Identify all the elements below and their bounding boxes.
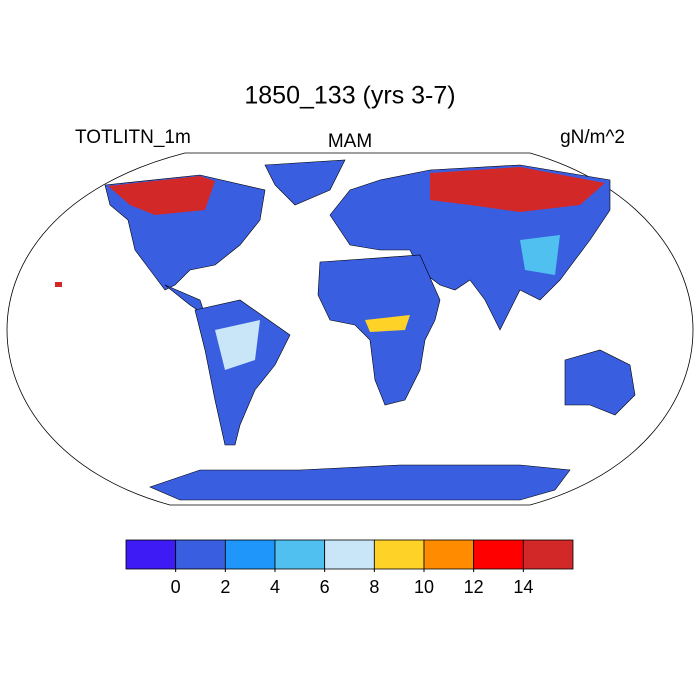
colorbar-box xyxy=(125,539,177,570)
mid-region xyxy=(365,315,410,332)
map xyxy=(6,152,694,506)
colorbar-box xyxy=(522,539,574,570)
high-values xyxy=(55,167,605,370)
mid-region xyxy=(520,235,560,275)
colorbar-tick-label: 14 xyxy=(513,577,533,597)
colorbar-box xyxy=(373,539,425,570)
colorbar-box xyxy=(324,539,375,570)
variable-label: TOTLITN_1m xyxy=(75,127,191,148)
mid-region xyxy=(215,320,260,370)
colorbar-tick-label: 8 xyxy=(369,577,379,597)
colorbar-box xyxy=(274,539,326,570)
map-title: 1850_133 (yrs 3-7) xyxy=(244,82,455,110)
colorbar-tick-label: 10 xyxy=(414,577,434,597)
colorbar-box xyxy=(473,539,524,570)
colorbar: 0 2 4 6 8 10 12 14 xyxy=(125,539,574,597)
colorbar-tick-label: 12 xyxy=(464,577,484,597)
colorbar-tick-label: 6 xyxy=(320,577,330,597)
australia xyxy=(564,349,636,416)
antarctica xyxy=(149,464,571,501)
colorbar-box xyxy=(224,539,276,570)
colorbar-tick-label: 0 xyxy=(171,577,181,597)
colorbar-box xyxy=(175,539,226,570)
high-region xyxy=(108,176,215,215)
season-label: MAM xyxy=(328,131,372,152)
greenland xyxy=(264,159,346,206)
colorbar-tick-label: 4 xyxy=(270,577,280,597)
high-region xyxy=(430,167,605,212)
high-region xyxy=(55,282,62,287)
colorbar-tick-label: 2 xyxy=(220,577,230,597)
colorbar-box xyxy=(423,539,475,570)
units-label: gN/m^2 xyxy=(560,127,625,148)
